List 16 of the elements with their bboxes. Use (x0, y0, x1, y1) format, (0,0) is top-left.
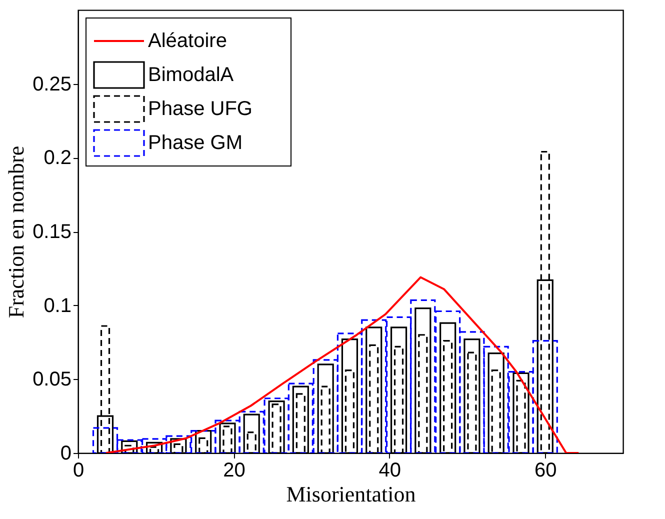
legend-label: Phase UFG (148, 98, 252, 120)
x-tick-label: 60 (534, 460, 557, 482)
y-tick-label: 0.25 (32, 73, 72, 96)
y-tick-label: 0.2 (44, 147, 72, 170)
line-series (105, 276, 580, 453)
x-axis-title: Misorientation (286, 482, 416, 506)
legend-label: Phase GM (148, 132, 242, 154)
x-tick-label: 40 (378, 460, 402, 482)
y-tick-label: 0.1 (44, 294, 72, 317)
x-tick-label: 20 (223, 460, 246, 482)
y-tick-label: 0.15 (32, 221, 72, 243)
legend-label: BimodalA (148, 64, 234, 86)
y-axis-title: Fraction en nombre (4, 146, 29, 318)
legend-label: Aléatoire (148, 30, 227, 52)
y-tick-label: 0 (60, 442, 72, 464)
y-tick-label: 0.05 (32, 368, 72, 391)
